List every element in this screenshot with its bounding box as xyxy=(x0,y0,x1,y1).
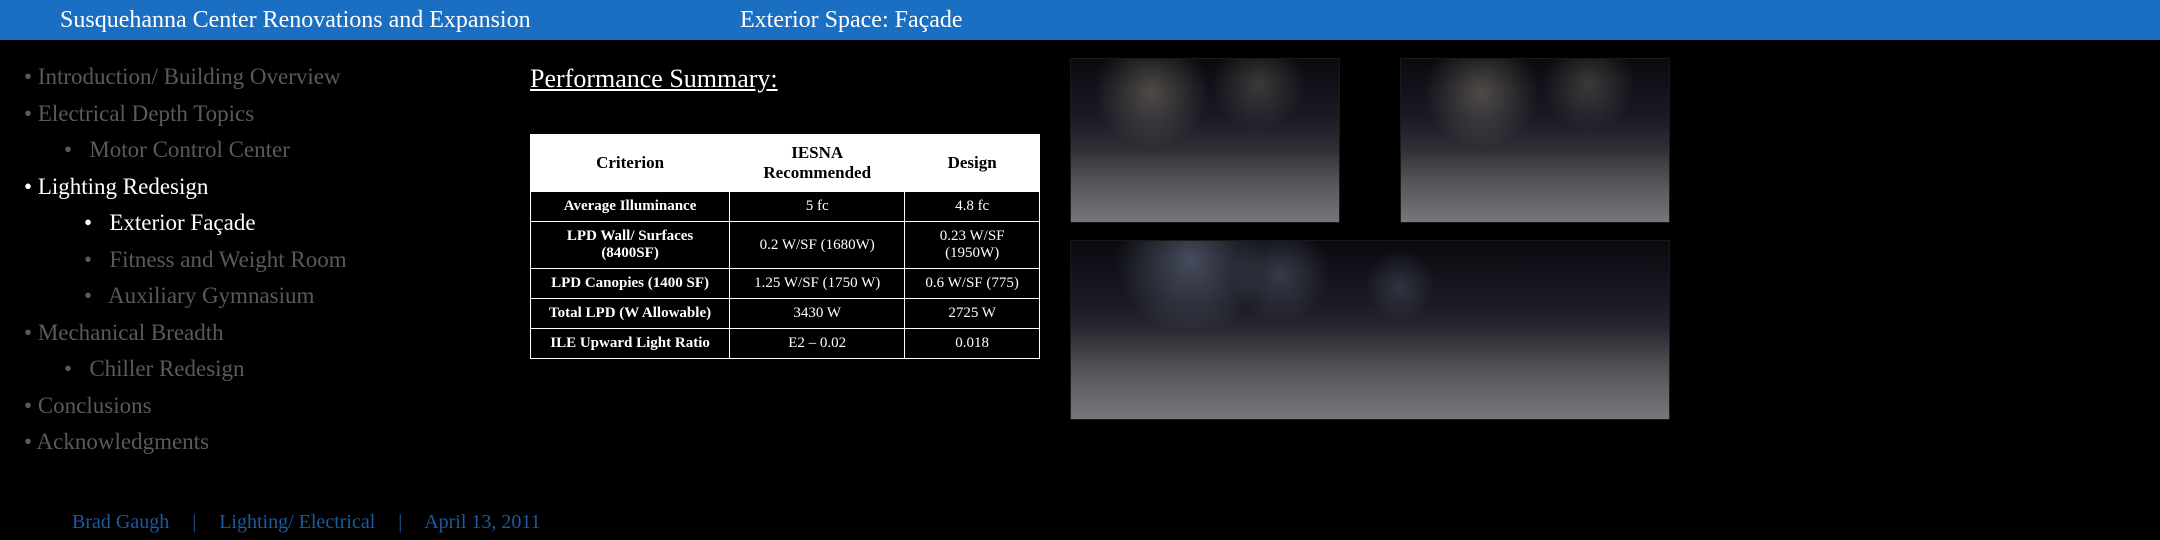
content-area: Introduction/ Building OverviewElectrica… xyxy=(0,40,2160,540)
table-cell-4-2: 0.018 xyxy=(905,329,1040,359)
outline-nav: Introduction/ Building OverviewElectrica… xyxy=(0,40,440,540)
rendering-image-1 xyxy=(1070,58,1340,223)
nav-item-5[interactable]: Fitness and Weight Room xyxy=(24,243,440,278)
table-row: LPD Canopies (1400 SF)1.25 W/SF (1750 W)… xyxy=(531,269,1040,299)
nav-item-4[interactable]: Exterior Façade xyxy=(24,206,440,241)
nav-item-7[interactable]: Mechanical Breadth xyxy=(24,316,440,351)
table-cell-2-1: 1.25 W/SF (1750 W) xyxy=(730,269,905,299)
rendering-image-2 xyxy=(1400,58,1670,223)
footer: Brad Gaugh | Lighting/ Electrical | Apri… xyxy=(72,511,541,534)
table-cell-0-2: 4.8 fc xyxy=(905,192,1040,222)
table-row: LPD Wall/ Surfaces (8400SF)0.2 W/SF (168… xyxy=(531,222,1040,269)
table-cell-1-1: 0.2 W/SF (1680W) xyxy=(730,222,905,269)
table-cell-0-1: 5 fc xyxy=(730,192,905,222)
table-row: Average Illuminance5 fc4.8 fc xyxy=(531,192,1040,222)
footer-discipline: Lighting/ Electrical xyxy=(219,511,375,533)
table-header-2: Design xyxy=(905,135,1040,192)
table-cell-4-0: ILE Upward Light Ratio xyxy=(531,329,730,359)
rendering-image-3 xyxy=(1070,240,1670,420)
nav-item-1[interactable]: Electrical Depth Topics xyxy=(24,97,440,132)
performance-summary-heading: Performance Summary: xyxy=(530,64,1040,94)
table-cell-3-2: 2725 W xyxy=(905,299,1040,329)
table-header-0: Criterion xyxy=(531,135,730,192)
table-cell-3-1: 3430 W xyxy=(730,299,905,329)
table-cell-0-0: Average Illuminance xyxy=(531,192,730,222)
footer-author: Brad Gaugh xyxy=(72,511,169,533)
footer-separator-1: | xyxy=(174,511,214,533)
nav-item-6[interactable]: Auxiliary Gymnasium xyxy=(24,279,440,314)
table-row: ILE Upward Light RatioE2 – 0.020.018 xyxy=(531,329,1040,359)
nav-item-3[interactable]: Lighting Redesign xyxy=(24,170,440,205)
nav-item-0[interactable]: Introduction/ Building Overview xyxy=(24,60,440,95)
section-title-header: Exterior Space: Façade xyxy=(700,7,963,34)
table-cell-2-0: LPD Canopies (1400 SF) xyxy=(531,269,730,299)
table-header-1: IESNA Recommended xyxy=(730,135,905,192)
table-cell-1-0: LPD Wall/ Surfaces (8400SF) xyxy=(531,222,730,269)
footer-date: April 13, 2011 xyxy=(424,511,540,533)
nav-item-10[interactable]: Acknowledgments xyxy=(24,425,440,460)
main-panel: Performance Summary: CriterionIESNA Reco… xyxy=(440,40,1060,540)
footer-separator-2: | xyxy=(380,511,420,533)
nav-item-8[interactable]: Chiller Redesign xyxy=(24,352,440,387)
project-title: Susquehanna Center Renovations and Expan… xyxy=(0,7,700,34)
nav-item-9[interactable]: Conclusions xyxy=(24,389,440,424)
table-cell-1-2: 0.23 W/SF (1950W) xyxy=(905,222,1040,269)
header-bar: Susquehanna Center Renovations and Expan… xyxy=(0,0,2160,40)
nav-item-2[interactable]: Motor Control Center xyxy=(24,133,440,168)
table-cell-2-2: 0.6 W/SF (775) xyxy=(905,269,1040,299)
renderings-panel xyxy=(1060,40,2160,540)
table-row: Total LPD (W Allowable)3430 W2725 W xyxy=(531,299,1040,329)
table-cell-3-0: Total LPD (W Allowable) xyxy=(531,299,730,329)
performance-table: CriterionIESNA RecommendedDesign Average… xyxy=(530,134,1040,359)
table-cell-4-1: E2 – 0.02 xyxy=(730,329,905,359)
